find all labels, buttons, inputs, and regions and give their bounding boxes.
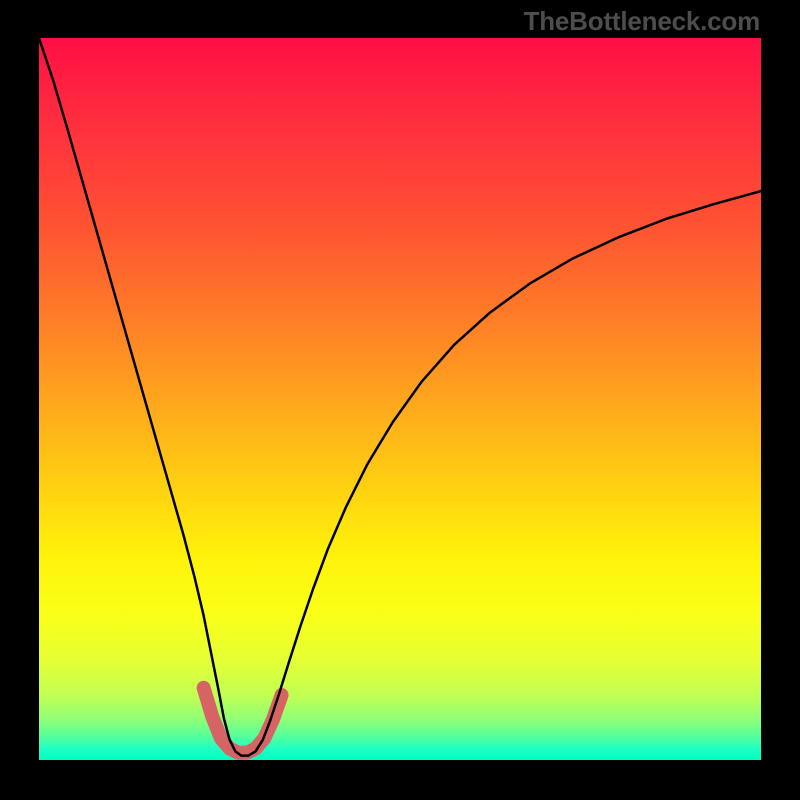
bottleneck-curve (39, 38, 761, 756)
curve-layer (39, 38, 761, 760)
watermark-text: TheBottleneck.com (524, 6, 760, 37)
plot-area (39, 38, 761, 760)
outer-frame: TheBottleneck.com (0, 0, 800, 800)
